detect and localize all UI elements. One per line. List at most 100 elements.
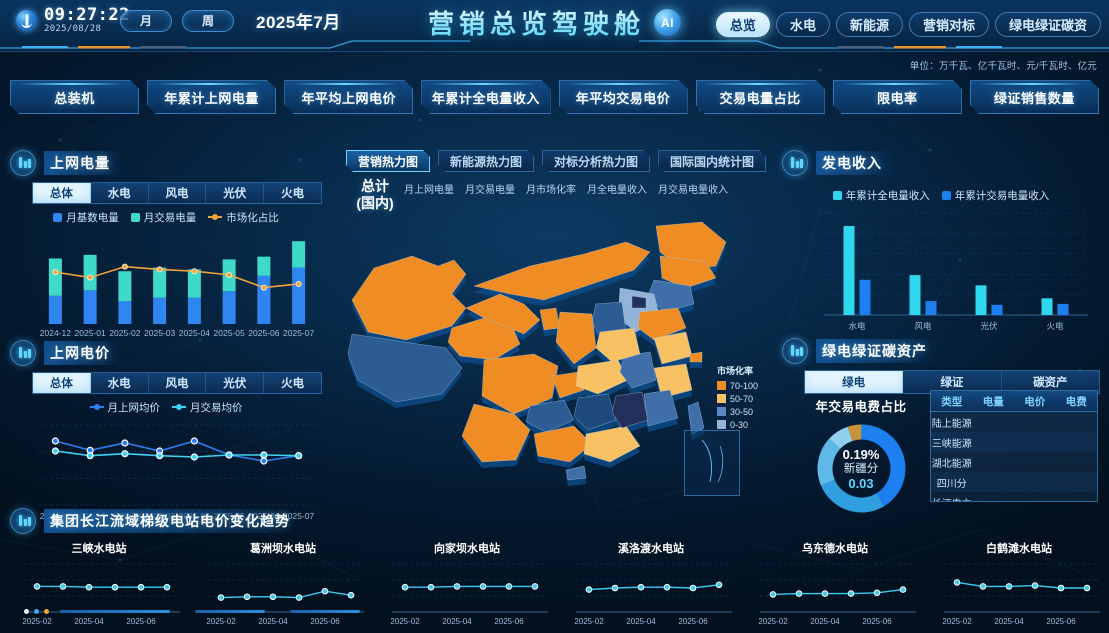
power-tab-0[interactable]: 总体 <box>33 183 91 203</box>
station-card-2[interactable]: 向家坝水电站 2025-02 2025-04 2025-06 <box>378 540 556 633</box>
green-tab-2[interactable]: 碳资产 <box>1033 377 1068 389</box>
price-type-tabs: 总体 水电 风电 光伏 火电 <box>32 372 322 394</box>
map-province-gansu[interactable] <box>465 293 541 335</box>
table-row[interactable]: 长江电力 <box>931 492 1097 502</box>
svg-text:2025-02: 2025-02 <box>574 617 604 626</box>
chart-bar-icon <box>10 508 36 534</box>
kpi-card-2[interactable]: 年平均上网电价 <box>284 80 413 114</box>
price-tab-0[interactable]: 总体 <box>33 373 91 393</box>
table-row[interactable]: 四川分 <box>931 472 1097 492</box>
kpi-card-1[interactable]: 年累计上网电量 <box>147 80 276 114</box>
map-province-hainan[interactable] <box>565 465 587 481</box>
station-chart: 2025-02 2025-04 2025-06 <box>206 563 364 626</box>
map-metric-0[interactable]: 月上网电量 <box>404 181 454 196</box>
kpi-card-5[interactable]: 交易电量占比 <box>696 80 825 114</box>
table-row[interactable]: 湖北能源 <box>931 452 1097 472</box>
map-province-chongqing[interactable] <box>551 371 585 399</box>
kpi-card-4[interactable]: 年平均交易电价 <box>559 80 688 114</box>
nav-tab-2[interactable]: 新能源 <box>835 12 903 37</box>
price-tab-4[interactable]: 火电 <box>281 378 305 390</box>
map-province-guangdong[interactable] <box>583 425 641 463</box>
map-province-xinjiang[interactable] <box>351 255 467 341</box>
table-row[interactable]: 三峡能源 <box>931 432 1097 452</box>
price-tab-2[interactable]: 风电 <box>149 373 207 393</box>
green-tab-1[interactable]: 绿证 <box>903 371 1002 393</box>
nav-tab-1[interactable]: 水电 <box>775 12 830 37</box>
map-province-jilin[interactable] <box>659 255 717 289</box>
kpi-label: 年累计全电量收入 <box>431 90 540 106</box>
map-province-shanghai[interactable] <box>689 351 703 363</box>
kpi-label: 限电率 <box>877 90 918 106</box>
map-metric-4[interactable]: 月交易电量收入 <box>658 181 728 196</box>
map-province-shandong[interactable] <box>637 307 687 341</box>
map-legend-item-3: 0-30 <box>716 419 758 432</box>
kpi-card-6[interactable]: 限电率 <box>833 80 962 114</box>
map-metric-2[interactable]: 月市场化率 <box>526 181 576 196</box>
pagination-dot[interactable] <box>44 609 49 614</box>
map-tab-3[interactable]: 国际国内统计图 <box>658 150 766 172</box>
nav-tab-0[interactable]: 总览 <box>715 12 770 37</box>
map-province-neimenggu[interactable] <box>473 241 651 301</box>
station-card-3[interactable]: 溪洛渡水电站 2025-02 2025-04 2025-06 <box>562 540 740 633</box>
china-map[interactable] <box>334 208 774 508</box>
price-legend-item-0: 月上网均价 <box>89 400 160 415</box>
map-province-shaanxi[interactable] <box>555 311 597 365</box>
power-tab-4[interactable]: 火电 <box>281 188 305 200</box>
pagination-dot[interactable] <box>34 609 39 614</box>
price-tab-3[interactable]: 光伏 <box>206 373 265 393</box>
station-card-1[interactable]: 葛洲坝水电站 2025-02 2025-04 2025-06 <box>194 540 372 633</box>
map-province-guizhou[interactable] <box>525 399 575 433</box>
map-province-yunnan[interactable] <box>461 403 531 463</box>
table-body: 陆上能源三峡能源湖北能源四川分长江电力新疆分 <box>931 412 1097 502</box>
map-legend-label: 70-100 <box>729 381 758 391</box>
map-tab-2[interactable]: 对标分析热力图 <box>542 150 650 172</box>
map-metric-1[interactable]: 月交易电量 <box>465 181 515 196</box>
stations-pagination[interactable] <box>24 609 360 614</box>
map-metric-3[interactable]: 月全电量收入 <box>587 181 647 196</box>
map-province-hunan[interactable] <box>573 393 617 431</box>
station-card-4[interactable]: 乌东德水电站 2025-02 2025-04 2025-06 <box>746 540 924 633</box>
panel-power-header: 上网电量 <box>10 150 322 176</box>
svg-text:风电: 风电 <box>914 321 932 331</box>
map-province-guangxi[interactable] <box>533 425 593 463</box>
map-province-jiangxi[interactable] <box>611 391 649 429</box>
price-tab-1[interactable]: 水电 <box>91 373 149 393</box>
map-province-ningxia[interactable] <box>539 307 561 331</box>
map-province-beijing[interactable] <box>631 295 647 309</box>
table-row[interactable]: 陆上能源 <box>931 412 1097 432</box>
nav-tab-3[interactable]: 营销对标 <box>908 12 989 37</box>
svg-text:2025-04: 2025-04 <box>442 617 472 626</box>
map-province-taiwan[interactable] <box>687 401 705 435</box>
map-tab-1[interactable]: 新能源热力图 <box>438 150 534 172</box>
map-province-zhejiang[interactable] <box>653 363 693 399</box>
power-tab-3[interactable]: 光伏 <box>206 183 265 203</box>
power-tab-1[interactable]: 水电 <box>91 183 149 203</box>
map-province-sichuan[interactable] <box>481 353 559 415</box>
green-tab-0[interactable]: 绿电 <box>805 371 904 393</box>
nav-tab-4[interactable]: 绿电绿证碳资 <box>994 12 1101 37</box>
ai-badge[interactable]: AI <box>654 9 681 36</box>
station-card-0[interactable]: 三峡水电站 2025-02 2025-04 2025-06 <box>10 540 188 633</box>
map-tab-0[interactable]: 营销热力图 <box>346 150 430 172</box>
power-tab-2[interactable]: 风电 <box>149 183 207 203</box>
station-card-5[interactable]: 白鹤滩水电站 2025-02 2025-04 2025-06 <box>930 540 1108 633</box>
map-province-xizang[interactable] <box>347 333 463 403</box>
company-logo-icon <box>16 10 37 31</box>
green-donut-chart[interactable] <box>814 421 909 516</box>
svg-text:2025-04: 2025-04 <box>258 617 288 626</box>
kpi-card-7[interactable]: 绿证销售数量 <box>970 80 1099 114</box>
period-month-button[interactable]: 月 <box>120 9 172 32</box>
kpi-card-0[interactable]: 总装机 <box>10 80 139 114</box>
period-week-button[interactable]: 周 <box>182 9 234 32</box>
svg-text:水电: 水电 <box>848 321 866 331</box>
table-cell-type: 长江电力 <box>931 495 973 502</box>
map-province-fujian[interactable] <box>643 389 679 427</box>
map-province-anhui[interactable] <box>619 351 657 389</box>
power-legend-label: 月基数电量 <box>66 212 119 224</box>
table-cell-type: 四川分 <box>936 478 967 490</box>
corner-decoration <box>1089 493 1097 501</box>
kpi-card-3[interactable]: 年累计全电量收入 <box>421 80 550 114</box>
pagination-dot[interactable] <box>24 609 29 614</box>
map-province-henan[interactable] <box>595 327 641 363</box>
